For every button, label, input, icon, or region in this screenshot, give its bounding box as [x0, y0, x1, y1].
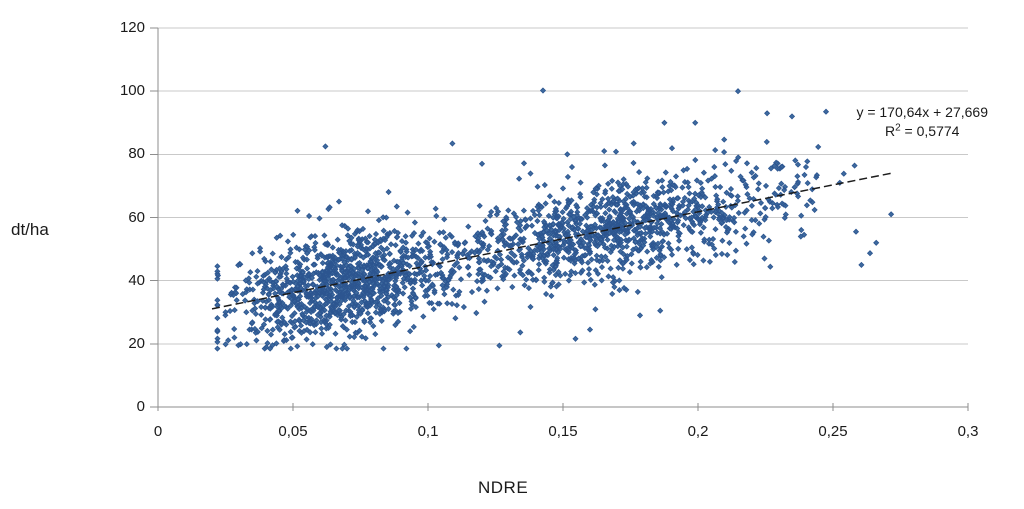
y-tick-label-120: 120	[119, 19, 145, 36]
scatter-points	[214, 87, 895, 352]
x-axis-title: NDRE	[478, 478, 529, 497]
x-tick-label-0,3: 0,3	[957, 423, 979, 440]
trendline-r-squared: R2 = 0,5774	[884, 122, 960, 139]
x-tick-label-0,1: 0,1	[417, 423, 439, 440]
trendline	[211, 172, 893, 310]
x-tick-label-0,05: 0,05	[278, 423, 308, 440]
x-tick-label-0,25: 0,25	[818, 423, 848, 440]
y-tick-label-100: 100	[119, 82, 145, 100]
x-tick-label-0,15: 0,15	[548, 423, 578, 440]
trendline-equation: y = 170,64x + 27,669	[856, 104, 988, 120]
x-tick-label-0,2: 0,2	[687, 423, 709, 440]
x-tick-label-0: 0	[153, 423, 163, 440]
y-tick-label-60: 60	[128, 208, 145, 226]
y-tick-label-20: 20	[128, 334, 145, 352]
trendline-label: y = 170,64x + 27,669 R2 = 0,5774	[856, 103, 988, 141]
y-axis-title: dt/ha	[11, 220, 49, 239]
y-tick-label-80: 80	[128, 145, 145, 163]
y-tick-label-0: 0	[136, 398, 145, 415]
y-tick-label-40: 40	[128, 271, 145, 289]
